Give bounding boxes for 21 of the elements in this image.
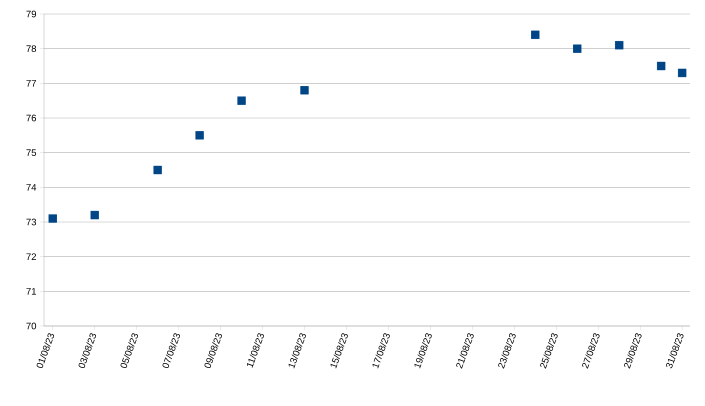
point bbox=[237, 96, 246, 105]
y-tick-label: 77 bbox=[26, 80, 36, 87]
point bbox=[656, 62, 666, 70]
point bbox=[300, 86, 309, 94]
point bbox=[615, 41, 624, 50]
y-tick-label: 76 bbox=[26, 114, 36, 122]
point bbox=[531, 30, 540, 39]
point bbox=[678, 68, 686, 78]
point bbox=[48, 214, 57, 223]
point bbox=[90, 210, 99, 220]
y-tick-label: 74 bbox=[26, 184, 36, 191]
y-tick-label: 78 bbox=[26, 45, 36, 52]
point bbox=[195, 131, 204, 140]
y-tick-label: 72 bbox=[26, 253, 36, 260]
y-tick-label: 79 bbox=[26, 10, 36, 18]
y-tick-label: 70 bbox=[26, 322, 36, 330]
y-tick-label: 71 bbox=[26, 288, 36, 295]
point bbox=[153, 166, 162, 174]
y-tick-label: 75 bbox=[26, 149, 36, 156]
y-tick-label: 73 bbox=[26, 218, 36, 226]
point bbox=[573, 44, 582, 53]
